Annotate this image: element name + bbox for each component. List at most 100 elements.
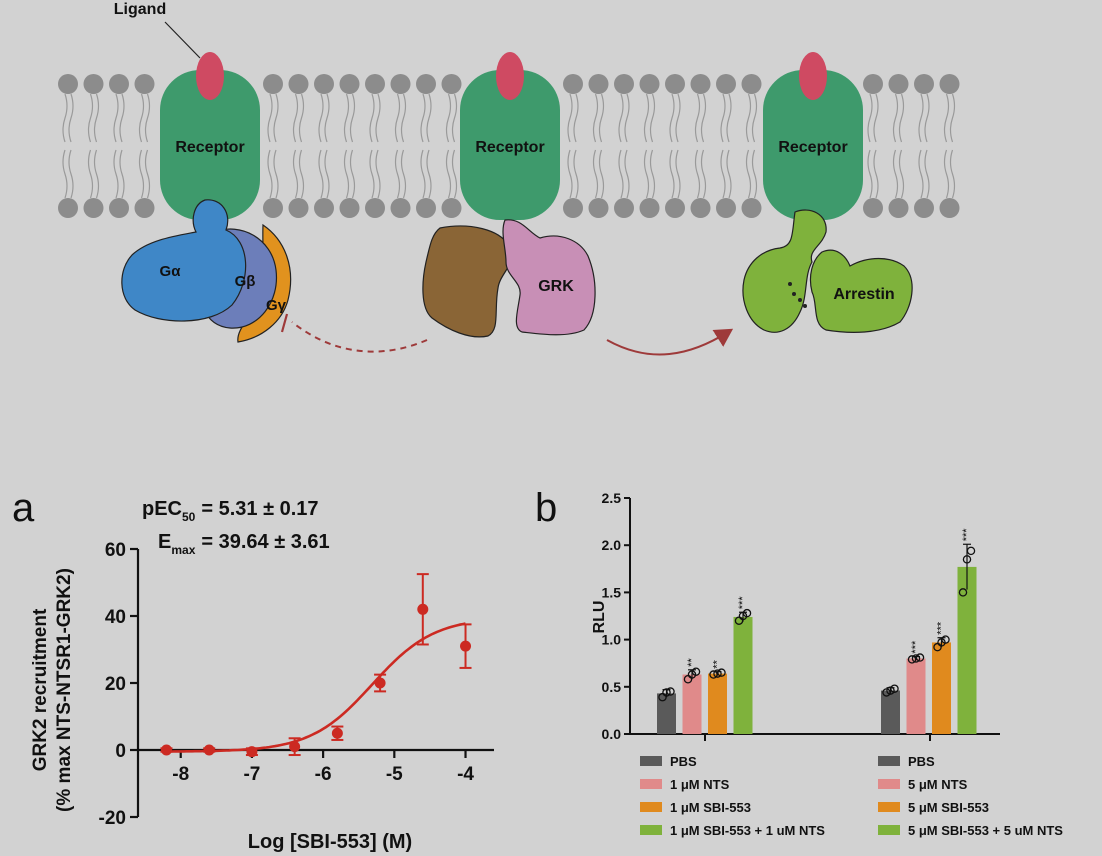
lipid-bilayer	[58, 74, 960, 218]
lipid-head	[863, 74, 883, 94]
phospho-dot	[792, 292, 796, 296]
lipid-tail	[943, 149, 950, 199]
lipid-tail	[62, 93, 68, 143]
lipid-tail	[751, 149, 758, 199]
lipid-tail	[726, 93, 732, 143]
lipid-head	[563, 198, 583, 218]
y-tick-label: 0	[115, 741, 126, 762]
y-tick-label: 2.5	[602, 490, 622, 506]
x-tick-label: -5	[386, 764, 403, 785]
arrestin-c-domain	[809, 249, 913, 333]
replicate-point	[713, 669, 722, 678]
y-tick-label: 1.0	[602, 632, 622, 648]
lipid-tail	[267, 93, 273, 143]
replicate-point	[709, 670, 718, 679]
lipid-tail	[624, 93, 630, 143]
lipid-tail	[726, 149, 732, 199]
x-tick-label: -4	[457, 764, 474, 785]
lipid-head	[134, 198, 155, 218]
lipid-head	[441, 198, 462, 218]
g-alpha-subunit	[121, 199, 247, 322]
lipid-tail	[400, 149, 407, 199]
panel-a-letter: a	[12, 486, 35, 530]
lipid-head	[58, 198, 78, 218]
receptor-1-label: Receptor	[175, 139, 244, 156]
y-tick-label: 20	[105, 674, 126, 695]
lipid-head	[563, 74, 583, 94]
ligand-3	[799, 52, 827, 100]
lipid-tail	[273, 149, 279, 199]
lipid-tail	[138, 149, 145, 199]
lipid-tail	[675, 149, 681, 199]
replicate-point	[886, 686, 895, 695]
lipid-head	[58, 74, 78, 94]
lipid-head	[83, 198, 104, 218]
lipid-tail	[918, 149, 924, 199]
replicate-point	[666, 687, 675, 696]
x-tick-label: -8	[172, 764, 189, 785]
legend-swatch	[640, 825, 662, 835]
lipid-tail	[700, 149, 707, 199]
phospho-dot	[788, 282, 792, 286]
lipid-tail	[62, 149, 68, 199]
y-tick-label: 1.5	[602, 584, 622, 600]
lipid-tail	[394, 93, 401, 143]
lipid-tail	[68, 149, 74, 199]
lipid-tail	[624, 149, 630, 199]
ligand-2	[496, 52, 524, 100]
replicate-point	[958, 588, 968, 597]
lipid-head	[314, 74, 334, 94]
legend-label: 1 μM SBI-553	[670, 800, 751, 815]
replicate-point	[662, 688, 671, 697]
lipid-tail	[643, 93, 650, 143]
lipid-tail	[918, 93, 924, 143]
lipid-tail	[649, 149, 656, 199]
lipid-tail	[598, 93, 605, 143]
lipid-head	[914, 74, 934, 94]
replicate-point	[966, 546, 976, 556]
inhibition-line	[291, 321, 428, 353]
lipid-head	[263, 198, 283, 218]
g-gamma-label: Gγ	[266, 297, 287, 314]
lipid-tail	[720, 93, 726, 143]
lipid-head	[665, 198, 685, 218]
bar	[733, 616, 753, 734]
arrestin-n-domain	[742, 209, 827, 333]
lipid-tail	[567, 149, 573, 199]
lipid-head	[639, 198, 660, 218]
data-point	[331, 727, 343, 739]
lipid-head	[690, 198, 711, 218]
lipid-head	[588, 198, 609, 218]
lipid-tail	[426, 149, 432, 199]
legend-label: 1 μM SBI-553 + 1 uM NTS	[670, 823, 825, 838]
phospho-dot	[803, 304, 807, 308]
lipid-tail	[273, 93, 279, 143]
bar	[957, 566, 977, 734]
lipid-tail	[394, 149, 401, 199]
lipid-tail	[751, 93, 758, 143]
lipid-tail	[669, 149, 675, 199]
lipid-head	[441, 74, 462, 94]
lipid-tail	[324, 149, 330, 199]
lipid-tail	[445, 93, 452, 143]
legend-swatch	[640, 756, 662, 766]
panel-b-letter: b	[535, 486, 557, 530]
receptor-arrestin-complex: Receptor Arrestin	[742, 52, 913, 333]
lipid-tail	[93, 93, 100, 143]
phospho-dot	[798, 298, 802, 302]
significance-marker: **	[712, 659, 724, 668]
lipid-head	[741, 198, 762, 218]
legend-label: PBS	[670, 754, 697, 769]
replicate-point	[962, 555, 972, 564]
lipid-tail	[144, 149, 151, 199]
legend-swatch	[878, 825, 900, 835]
lipid-head	[863, 198, 883, 218]
lipid-head	[109, 74, 129, 94]
receptor-2-label: Receptor	[475, 139, 544, 156]
data-point	[203, 744, 215, 756]
lipid-head	[365, 198, 385, 218]
lipid-tail	[93, 149, 100, 199]
replicate-point	[907, 655, 917, 664]
bar	[906, 658, 926, 734]
lipid-tail	[349, 93, 356, 143]
